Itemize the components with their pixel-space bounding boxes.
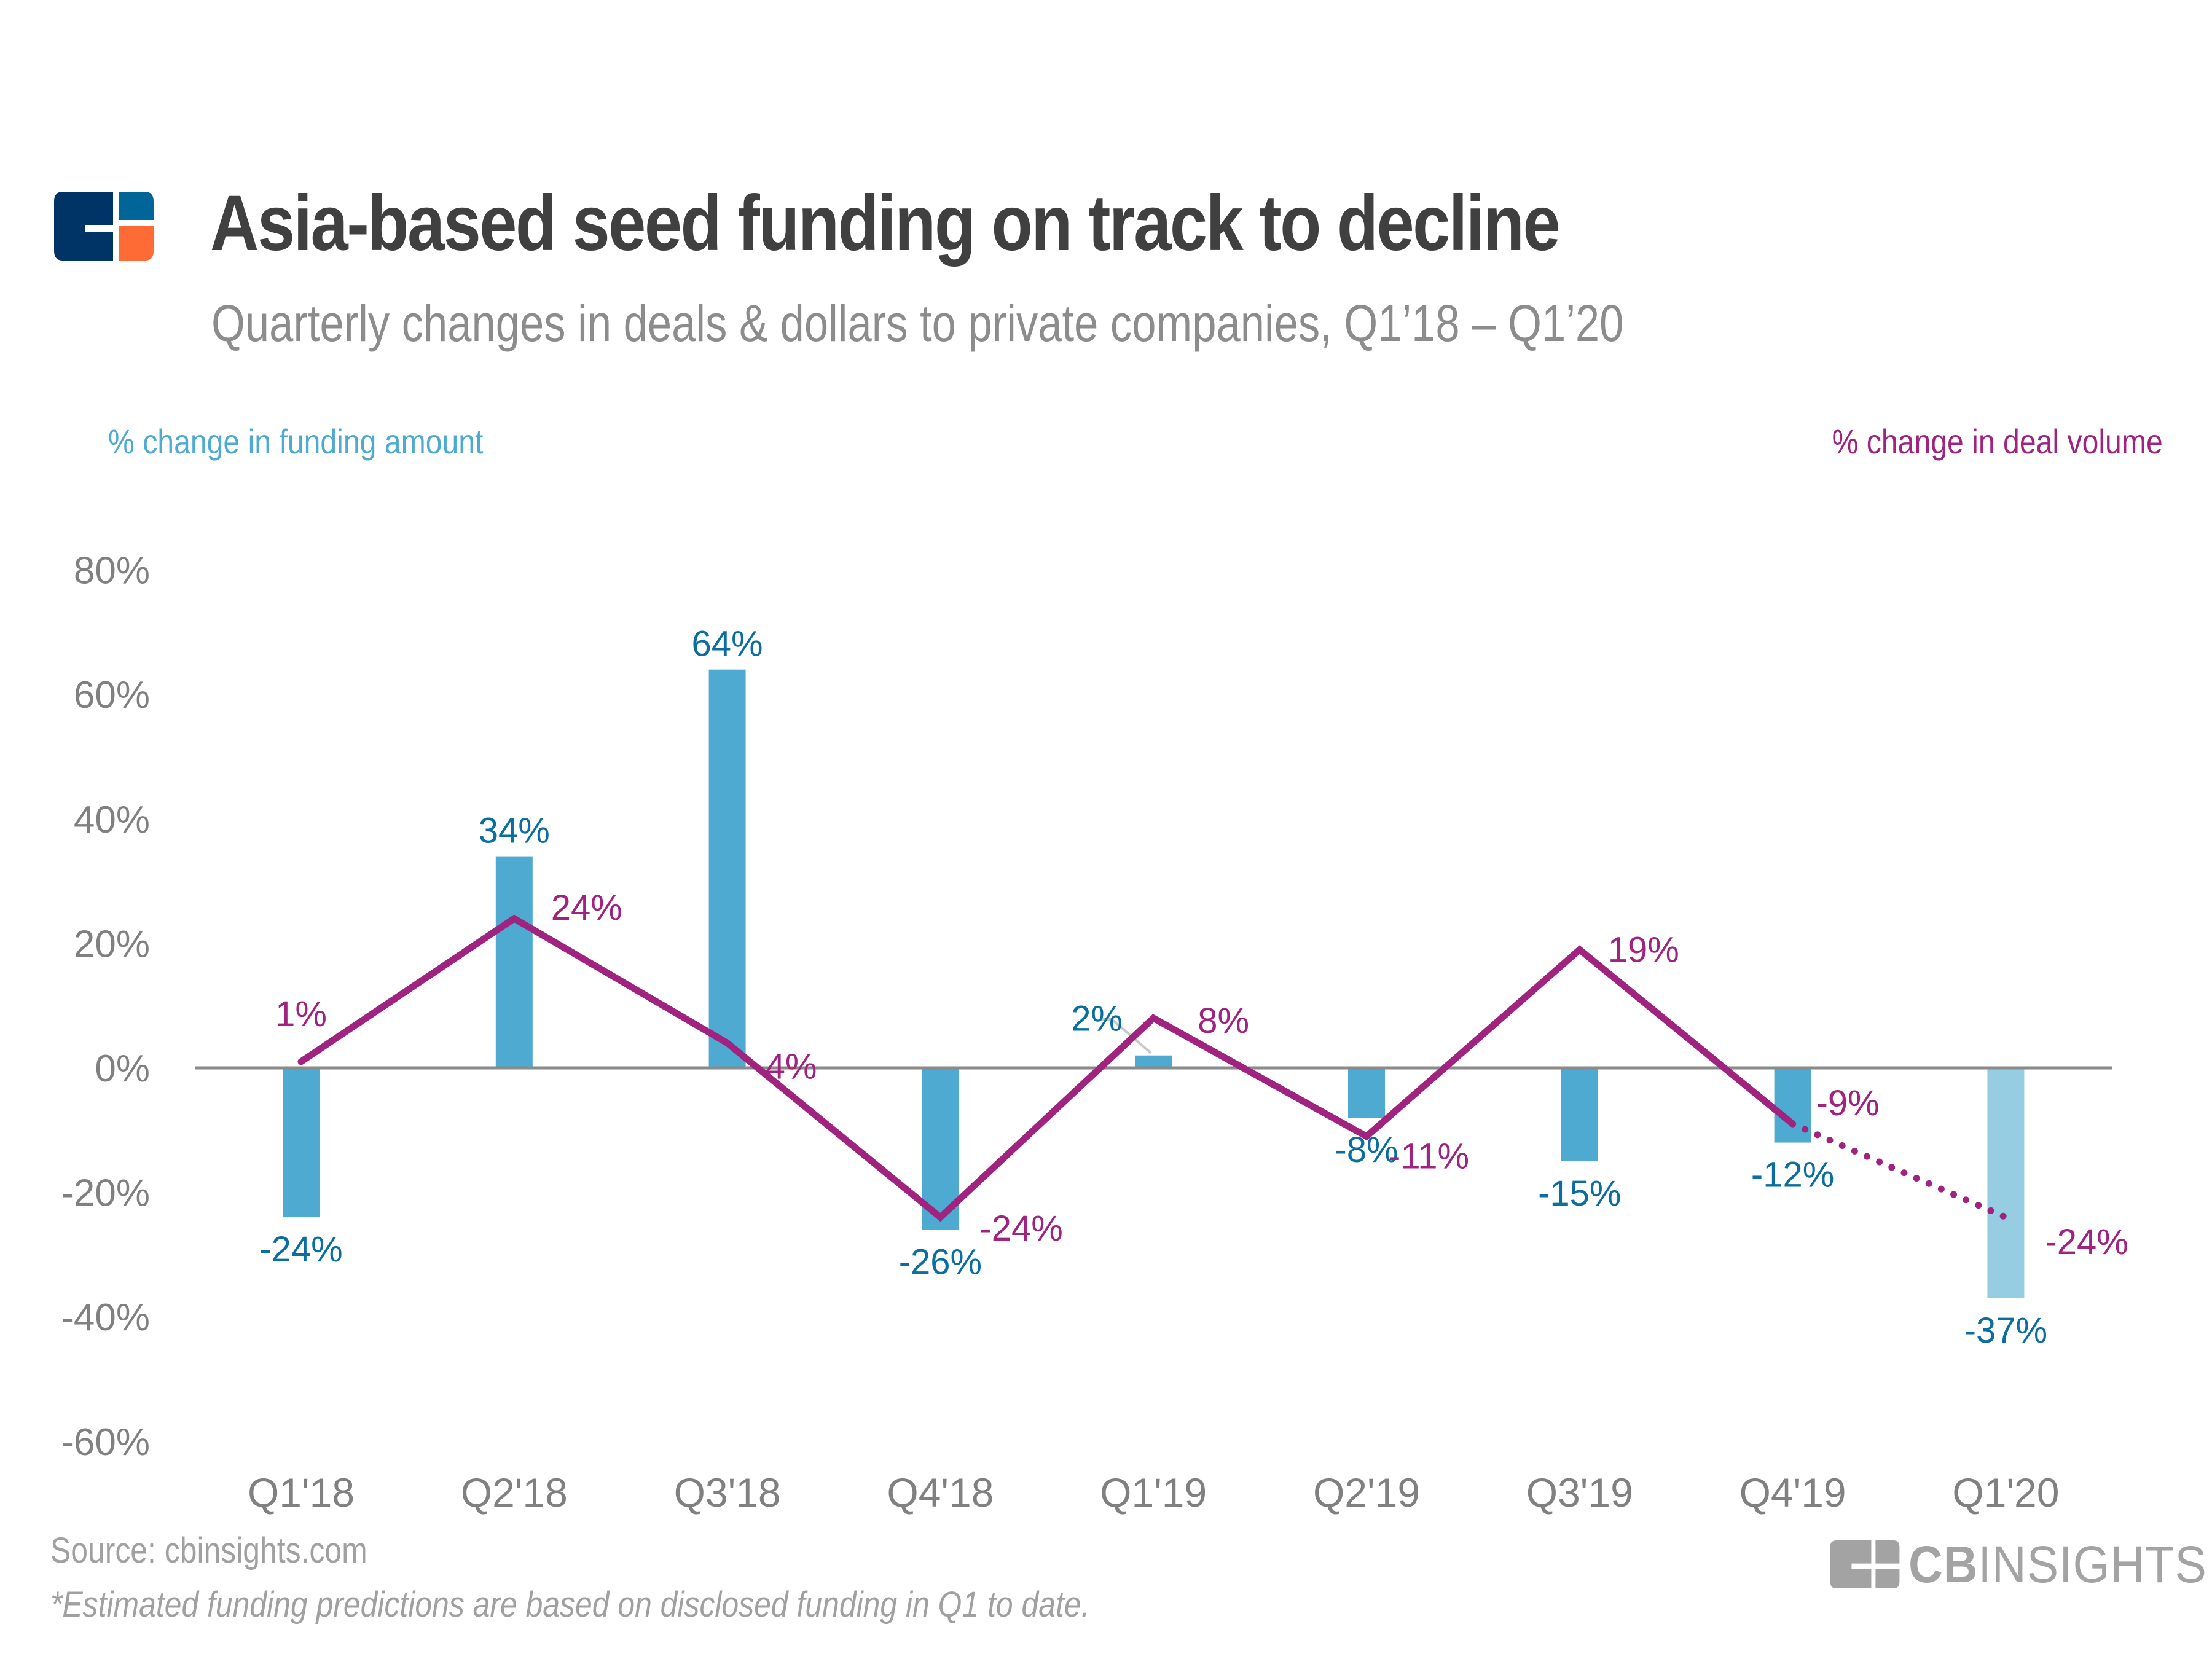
x-tick-label: Q3'19 bbox=[1526, 1470, 1633, 1515]
funding-bar bbox=[283, 1068, 320, 1218]
bar-value-label: 34% bbox=[479, 811, 550, 851]
deal-volume-line bbox=[297, 914, 2009, 1222]
line-value-label: 8% bbox=[1198, 1001, 1249, 1041]
x-tick-label: Q2'19 bbox=[1313, 1470, 1420, 1515]
line-labels: 1% 24% 4% -24% 8% -11% 19% -9% -24% bbox=[275, 888, 2128, 1262]
bar-value-label: -15% bbox=[1538, 1174, 1621, 1214]
line-value-label: -11% bbox=[1389, 1136, 1469, 1176]
x-tick-label: Q4'19 bbox=[1739, 1470, 1846, 1515]
y-tick-label: 20% bbox=[74, 923, 150, 965]
bar-value-label: -12% bbox=[1751, 1155, 1834, 1195]
bar-value-label: -8% bbox=[1335, 1130, 1398, 1170]
bar-labels: -24% 34% 64% -26% 2% -8% -15% -12% -37% bbox=[259, 624, 2047, 1351]
chart-subtitle: Quarterly changes in deals & dollars to … bbox=[211, 294, 1624, 352]
funding-bar bbox=[1135, 1055, 1172, 1068]
x-tick-label: Q2'18 bbox=[461, 1470, 568, 1515]
bar-value-label: 64% bbox=[692, 624, 763, 664]
funding-bars bbox=[283, 669, 2025, 1298]
deal-volume-line-estimated bbox=[1789, 1120, 2009, 1221]
y-tick-label: 60% bbox=[74, 674, 150, 716]
line-value-label: 19% bbox=[1608, 930, 1679, 970]
chart-title: Asia-based seed funding on track to decl… bbox=[210, 179, 1561, 267]
leader-line bbox=[1100, 1018, 1152, 1054]
y-tick-label: -20% bbox=[61, 1172, 150, 1215]
x-tick-label: Q1'20 bbox=[1952, 1470, 2059, 1515]
line-value-label: -24% bbox=[2045, 1222, 2128, 1262]
footnote: *Estimated funding predictions are based… bbox=[50, 1585, 1090, 1625]
y-tick-label: 0% bbox=[95, 1048, 150, 1090]
line-value-label: -24% bbox=[979, 1209, 1062, 1249]
bar-value-label: -26% bbox=[899, 1242, 982, 1282]
y-tick-label: -60% bbox=[61, 1421, 150, 1464]
line-value-label: 4% bbox=[766, 1046, 817, 1086]
funding-bar bbox=[1561, 1068, 1598, 1161]
brand-light: INSIGHTS bbox=[1978, 1535, 2207, 1593]
x-tick-label: Q4'18 bbox=[887, 1470, 994, 1515]
funding-bar bbox=[1348, 1068, 1385, 1118]
bar-value-label: -24% bbox=[259, 1230, 342, 1269]
funding-bar bbox=[495, 856, 533, 1068]
x-axis: Q1'18 Q2'18 Q3'18 Q4'18 Q1'19 Q2'19 Q3'19 Q4'19… bbox=[248, 1470, 2059, 1515]
funding-bar bbox=[1987, 1068, 2025, 1298]
legend-deal-volume: % change in deal volume bbox=[1832, 422, 2163, 461]
x-tick-label: Q1'18 bbox=[248, 1470, 355, 1515]
line-value-label: 24% bbox=[551, 888, 622, 928]
deal-volume-line-solid bbox=[297, 914, 1797, 1222]
bar-value-label: 2% bbox=[1071, 999, 1123, 1039]
cb-insights-logo-icon bbox=[54, 192, 154, 261]
y-tick-label: 40% bbox=[74, 799, 150, 841]
line-value-label: -9% bbox=[1816, 1083, 1880, 1123]
brand-bold: CB bbox=[1908, 1535, 1979, 1593]
brand-wordmark: CBINSIGHTS bbox=[1908, 1535, 2207, 1594]
legend-funding-amount: % change in funding amount bbox=[108, 422, 484, 461]
x-tick-label: Q3'18 bbox=[674, 1470, 781, 1515]
x-tick-label: Q1'19 bbox=[1100, 1470, 1207, 1515]
bar-value-label: -37% bbox=[1964, 1311, 2047, 1351]
label-leaders bbox=[1100, 1018, 1152, 1054]
funding-bar bbox=[708, 669, 746, 1068]
cb-insights-mark-icon bbox=[1830, 1540, 1900, 1588]
source-note: Source: cbinsights.com bbox=[50, 1531, 367, 1571]
cb-insights-brand: CBINSIGHTS bbox=[1830, 1535, 2212, 1593]
y-tick-label: -40% bbox=[61, 1296, 150, 1339]
y-axis: 80% 60% 40% 20% 0% -20% -40% -60% bbox=[61, 550, 150, 1464]
y-tick-label: 80% bbox=[74, 550, 150, 592]
line-value-label: 1% bbox=[275, 994, 327, 1034]
